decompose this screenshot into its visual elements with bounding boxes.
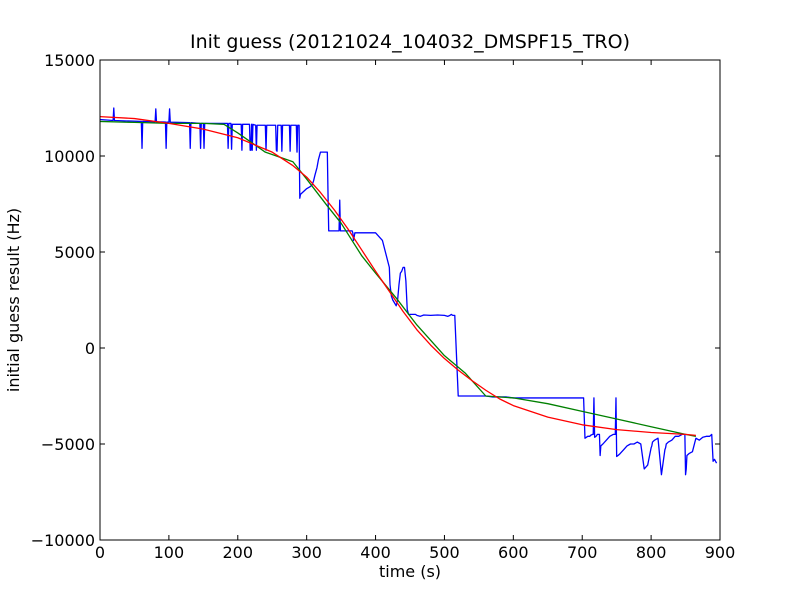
x-tick-label: 300 [291, 543, 322, 562]
ticks-layer: 0 100 200 300 400 500 600 700 800 900 −10000 −5000 0… [31, 51, 736, 562]
x-tick-label: 400 [360, 543, 391, 562]
plot-frame [99, 59, 721, 541]
y-tick-label: 5000 [54, 243, 95, 262]
x-tick-label: 800 [636, 543, 667, 562]
series-line-1 [99, 120, 697, 437]
x-tick-label: 100 [154, 543, 185, 562]
series-line-2 [99, 115, 696, 437]
series-layer [99, 107, 718, 476]
y-tick-label: −10000 [31, 531, 95, 550]
y-tick-label: 0 [85, 339, 95, 358]
y-axis-label: initial guess result (Hz) [4, 208, 23, 392]
y-tick-label: −5000 [41, 435, 95, 454]
x-tick-label: 200 [223, 543, 254, 562]
x-tick-label: 700 [567, 543, 598, 562]
plot-area [100, 60, 720, 540]
x-tick-label: 600 [498, 543, 529, 562]
x-axis-label: time (s) [379, 562, 441, 581]
x-tick-label: 0 [95, 543, 105, 562]
y-tick-label: 10000 [44, 147, 95, 166]
chart-title: Init guess (20121024_104032_DMSPF15_TRO) [190, 31, 630, 53]
y-tick-label: 15000 [44, 51, 95, 70]
x-tick-label: 500 [429, 543, 460, 562]
x-tick-label: 900 [705, 543, 736, 562]
